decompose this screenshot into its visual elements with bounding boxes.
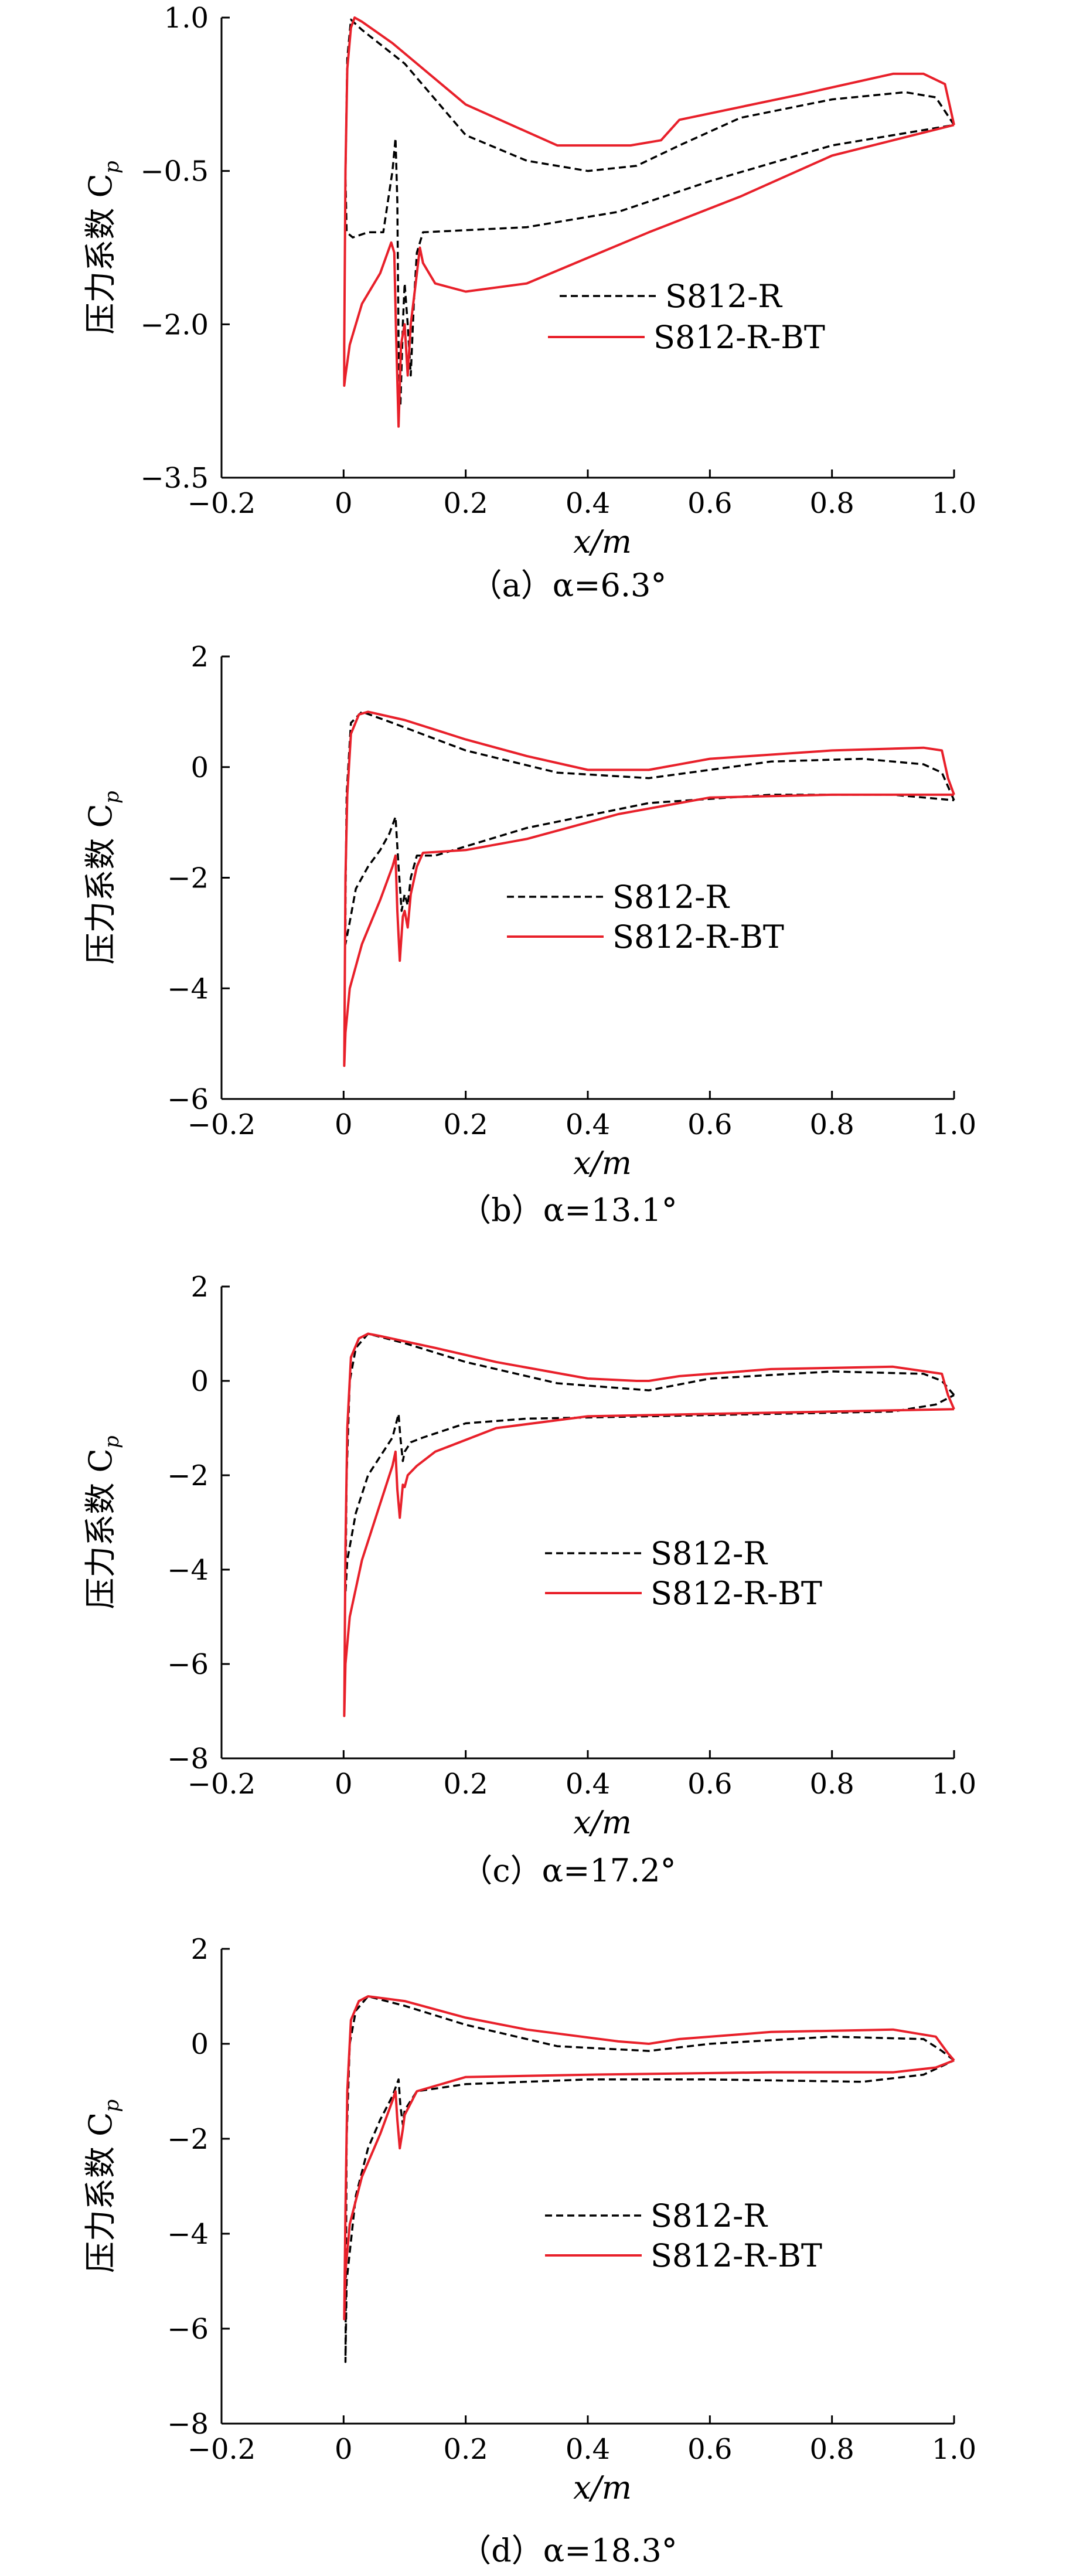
y-tick-label: −8 (167, 1743, 209, 1775)
x-tick-label: 1.0 (932, 487, 976, 520)
series-line-s812-r (344, 710, 955, 945)
y-axis-label: 压力系数 Cp (82, 2099, 124, 2273)
y-tick-label: 2 (190, 1933, 209, 1966)
x-axis-label: x/m (573, 523, 632, 560)
y-tick-label: −4 (167, 2218, 209, 2251)
legend-label: S812-R (651, 1535, 768, 1572)
x-tick-label: 0.6 (687, 1108, 732, 1141)
y-tick-label: −2 (167, 2123, 209, 2156)
y-tick-label: −6 (167, 1648, 209, 1681)
x-tick-label: 0.4 (566, 1108, 610, 1141)
x-tick-label: 0.4 (566, 1768, 610, 1801)
y-axis-label: 压力系数 Cp (82, 161, 124, 334)
chart-panel-2: −0.2 0 0.2 0.4 0.6 0.8 1.0 2 0 −2 −4 −6 S812-RS812-R… (82, 641, 976, 1229)
legend-label: S812-R-BT (653, 319, 825, 356)
y-tick-label: −4 (167, 1554, 209, 1587)
x-tick-label: −0.2 (188, 487, 256, 520)
chart-panel-3: −0.2 0 0.2 0.4 0.6 0.8 1.0 2 0 −2 −4 −6 −8 S812-RS812… (82, 1271, 976, 1889)
y-tick-label: 2 (190, 1271, 209, 1304)
x-tick-label: 0 (335, 487, 353, 520)
y-tick-label: −3.5 (140, 462, 209, 495)
x-tick-label: 0.4 (566, 487, 610, 520)
x-tick-label: 0.2 (443, 1108, 488, 1141)
series-line-s812-r (344, 18, 955, 407)
legend-label: S812-R-BT (612, 918, 784, 955)
y-tick-label: −4 (167, 972, 209, 1005)
x-tick-label: 0.6 (687, 487, 732, 520)
y-tick-label: −6 (167, 2313, 209, 2346)
y-tick-label: −6 (167, 1083, 209, 1116)
panel-caption: （b）α=13.1° (459, 1192, 677, 1229)
x-tick-label: 0 (335, 2433, 353, 2466)
x-tick-label: 0 (335, 1108, 353, 1141)
y-axis-label: 压力系数 Cp (82, 791, 124, 964)
legend-label: S812-R (612, 879, 730, 916)
y-tick-label: −0.5 (140, 155, 209, 188)
y-axis-label: 压力系数 Cp (82, 1435, 124, 1609)
x-tick-label: 0.8 (809, 487, 854, 520)
x-tick-label: 1.0 (932, 2433, 976, 2466)
x-axis-label: x/m (573, 2469, 632, 2506)
x-tick-label: 0 (335, 1768, 353, 1801)
legend-label: S812-R (651, 2197, 768, 2234)
series-line-s812-r (344, 1332, 955, 1595)
y-tick-label: −2 (167, 1459, 209, 1492)
x-tick-label: 0.2 (443, 2433, 488, 2466)
x-tick-label: 1.0 (932, 1108, 976, 1141)
x-tick-label: −0.2 (188, 1768, 256, 1801)
x-tick-label: 0.8 (809, 2433, 854, 2466)
chart-panel-1: −0.2 0 0.2 0.4 0.6 0.8 1.0 1.0 −0.5 −2.0 −3.5 S812-… (82, 2, 976, 604)
x-tick-label: 0.6 (687, 1768, 732, 1801)
series-line-s812-r-bt (343, 16, 955, 428)
x-tick-label: 0.2 (443, 487, 488, 520)
x-tick-label: −0.2 (188, 1108, 256, 1141)
panel-caption: （a）α=6.3° (471, 567, 667, 604)
panel-caption: （c）α=17.2° (461, 1852, 676, 1889)
y-tick-label: 0 (190, 2028, 209, 2061)
series-line-s812-r (344, 1995, 955, 2363)
legend-label: S812-R-BT (651, 1575, 822, 1612)
y-tick-label: −2 (167, 862, 209, 895)
y-tick-label: 2 (190, 641, 209, 673)
y-tick-label: 0 (190, 1365, 209, 1398)
x-tick-label: 0.8 (809, 1108, 854, 1141)
x-axis-label: x/m (573, 1804, 632, 1841)
series-line-s812-r-bt (343, 1995, 955, 2320)
chart-panel-4: −0.2 0 0.2 0.4 0.6 0.8 1.0 2 0 −2 −4 −6 −8 S812-RS812… (82, 1933, 976, 2569)
x-tick-label: 0.6 (687, 2433, 732, 2466)
legend-label: S812-R (665, 278, 782, 315)
series-line-s812-r-bt (343, 710, 955, 1067)
series-line-s812-r-bt (343, 1332, 955, 1717)
y-tick-label: 1.0 (164, 2, 209, 35)
y-tick-label: −8 (167, 2408, 209, 2441)
x-tick-label: 0.4 (566, 2433, 610, 2466)
legend-label: S812-R-BT (651, 2237, 822, 2274)
panel-caption: （d）α=18.3° (459, 2532, 677, 2569)
x-axis-label: x/m (573, 1145, 632, 1182)
x-tick-label: 0.8 (809, 1768, 854, 1801)
x-tick-label: 1.0 (932, 1768, 976, 1801)
y-tick-label: −2.0 (140, 308, 209, 341)
x-tick-label: 0.2 (443, 1768, 488, 1801)
y-tick-label: 0 (190, 751, 209, 784)
x-tick-label: −0.2 (188, 2433, 256, 2466)
